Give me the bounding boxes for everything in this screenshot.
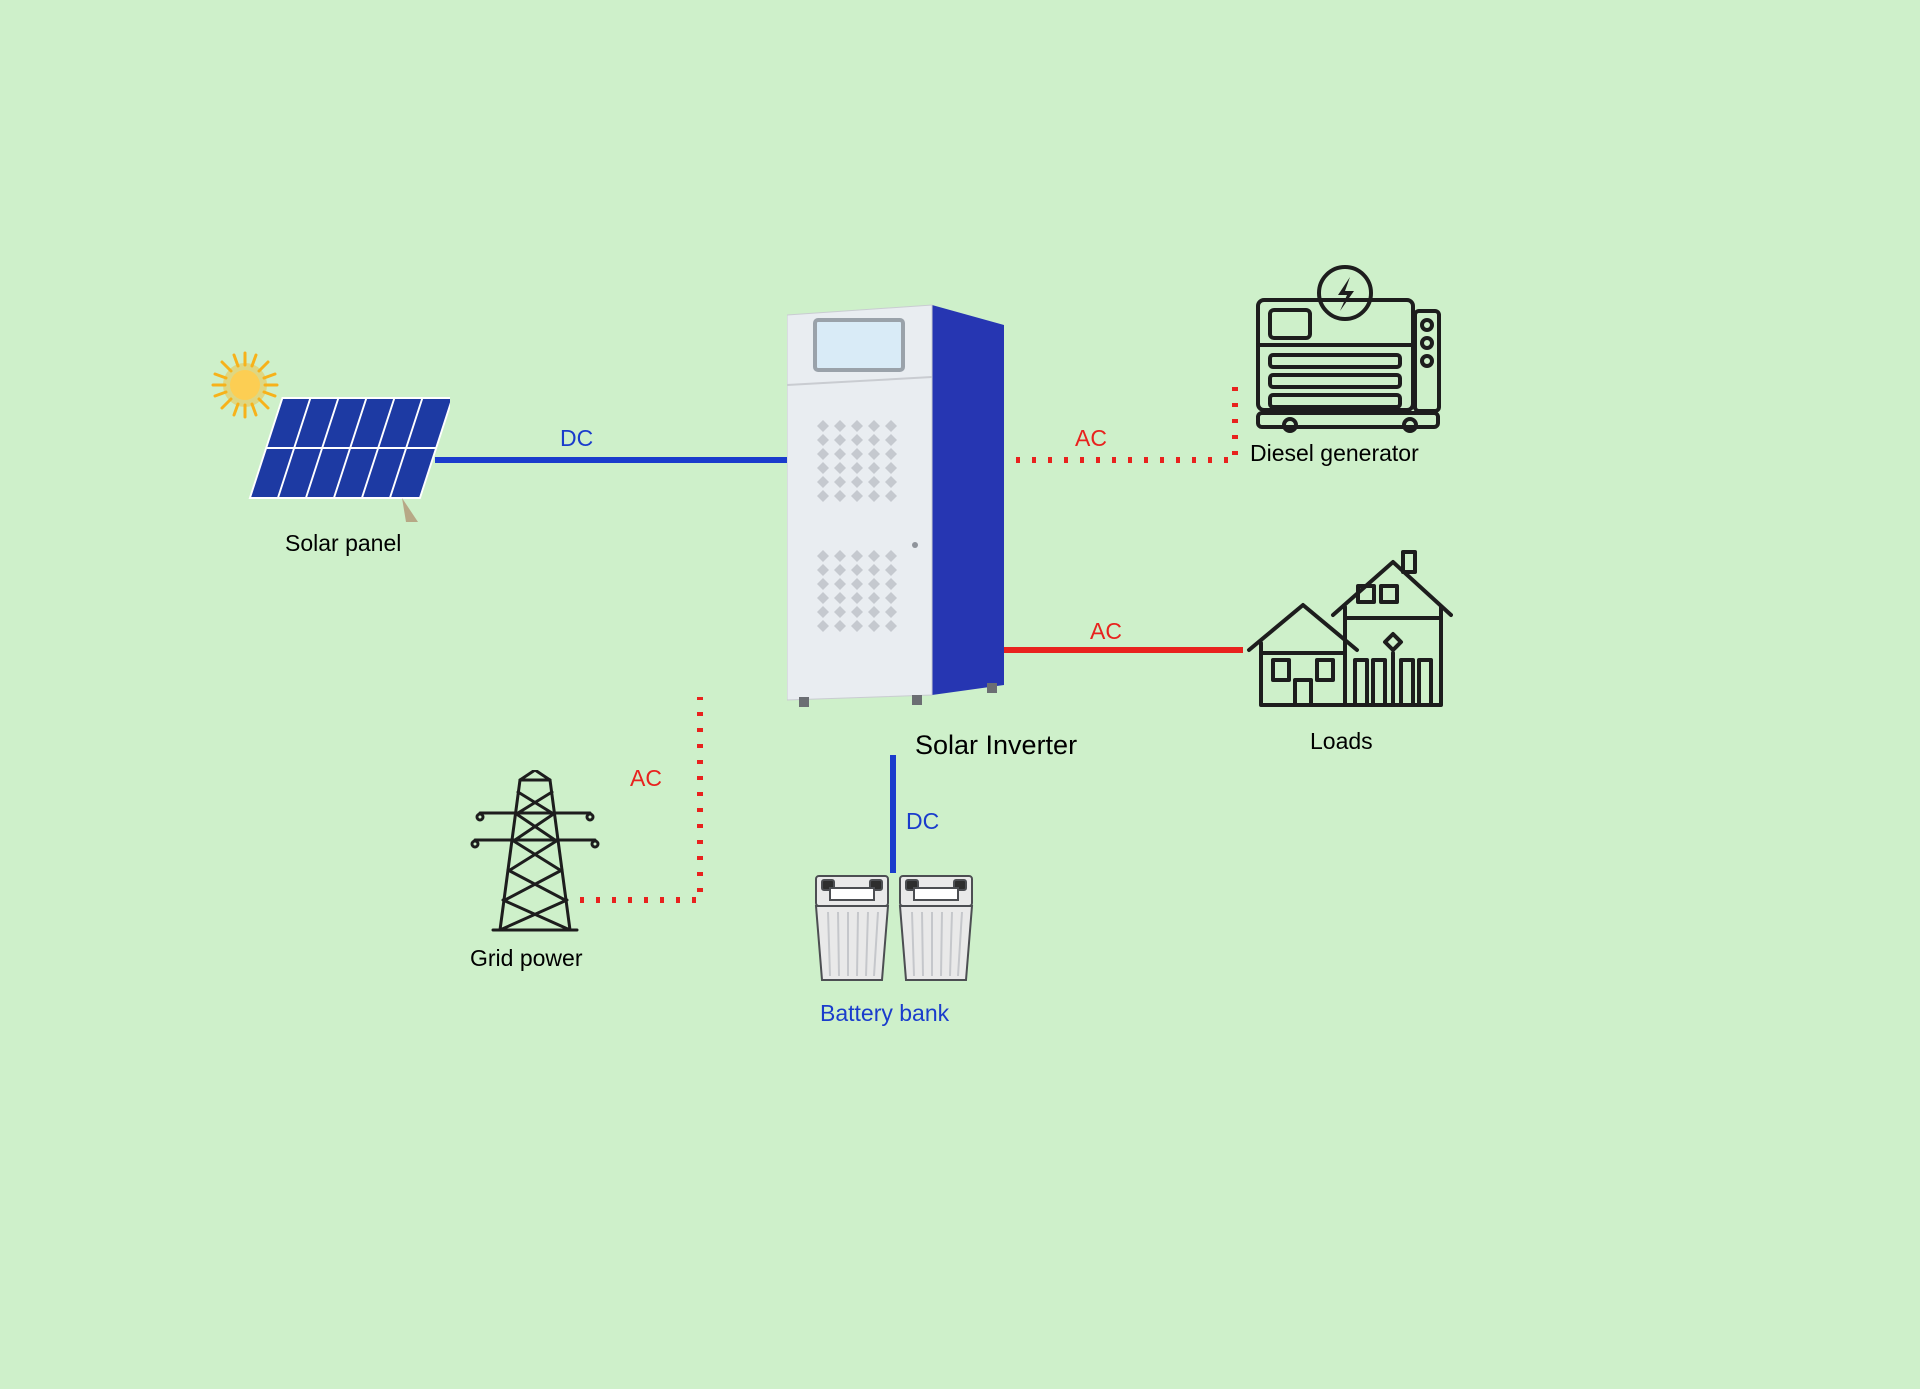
battery-label: Battery bank bbox=[820, 1000, 949, 1027]
solar-panel-icon bbox=[230, 390, 450, 530]
loads-label: Loads bbox=[1310, 728, 1373, 755]
diagram-stage: Solar panel Solar Inverter Diesel genera… bbox=[0, 0, 1920, 1389]
diesel-label: Diesel generator bbox=[1250, 440, 1419, 467]
solar-panel-label: Solar panel bbox=[285, 530, 401, 557]
grid-label: Grid power bbox=[470, 945, 582, 972]
edge-label-ac-grid: AC bbox=[630, 765, 662, 792]
diesel-generator-icon bbox=[1250, 265, 1450, 435]
edge-label-ac-loads: AC bbox=[1090, 618, 1122, 645]
inverter-label: Solar Inverter bbox=[915, 730, 1077, 761]
grid-tower-icon bbox=[465, 770, 605, 940]
battery-bank-icon bbox=[810, 870, 980, 990]
house-icon bbox=[1243, 540, 1453, 720]
inverter-icon bbox=[787, 300, 1017, 710]
edge-label-dc-panel: DC bbox=[560, 425, 593, 452]
edge-label-ac-diesel: AC bbox=[1075, 425, 1107, 452]
edge-label-dc-battery: DC bbox=[906, 808, 939, 835]
